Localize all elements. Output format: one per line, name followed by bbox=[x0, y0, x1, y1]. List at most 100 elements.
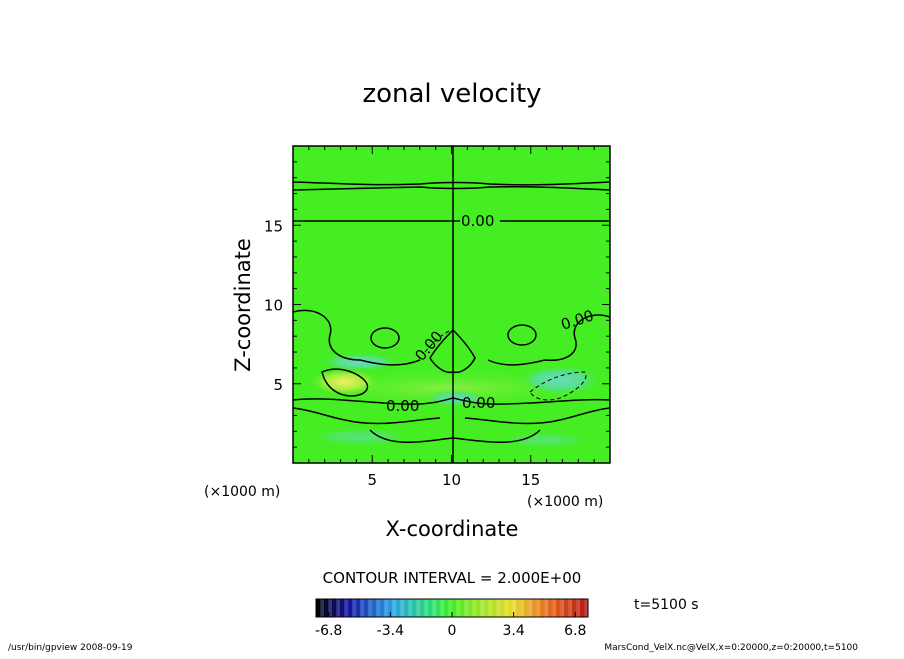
colorbar-cell bbox=[524, 599, 529, 617]
x-tick-label: 15 bbox=[521, 471, 540, 489]
chart-title: zonal velocity bbox=[362, 79, 541, 109]
contour-bottom-left bbox=[293, 407, 441, 425]
colorbar-cell bbox=[332, 599, 337, 617]
colorbar-cell bbox=[324, 599, 329, 617]
contour-top-band bbox=[293, 181, 610, 186]
time-text: t=5100 s bbox=[634, 597, 699, 613]
contour-right-lobe bbox=[487, 314, 610, 366]
colorbar-cell bbox=[444, 599, 449, 617]
contour-interval-text: CONTOUR INTERVAL = 2.000E+00 bbox=[323, 569, 582, 587]
colorbar-cell bbox=[340, 599, 345, 617]
colorbar-cell bbox=[480, 599, 485, 617]
contour-label-bg-1 bbox=[460, 211, 500, 229]
colorbar-tick-label: 3.4 bbox=[503, 623, 525, 639]
footer-left: /usr/bin/gpview 2008-09-19 bbox=[8, 643, 133, 653]
colorbar-cell bbox=[560, 599, 565, 617]
contour-bottom-right bbox=[464, 407, 610, 425]
y-axis-ticks: 5 10 15 bbox=[264, 161, 610, 448]
colorbar-cell bbox=[544, 599, 549, 617]
colorbar-cell bbox=[380, 599, 385, 617]
colorbar-cell bbox=[392, 599, 397, 617]
colorbar-cell bbox=[512, 599, 517, 617]
colorbar-cell bbox=[424, 599, 429, 617]
colorbar-cell bbox=[408, 599, 413, 617]
colorbar-cell bbox=[456, 599, 461, 617]
colorbar-cell bbox=[516, 599, 521, 617]
x-tick-label: 10 bbox=[442, 471, 461, 489]
colorbar-cell bbox=[344, 599, 349, 617]
colorbar-cell bbox=[492, 599, 497, 617]
contour-left-lobe bbox=[293, 309, 421, 366]
colorbar-cell bbox=[360, 599, 365, 617]
y-tick-label: 5 bbox=[273, 376, 283, 394]
colorbar-cell bbox=[440, 599, 445, 617]
contour-left-yellow-loop bbox=[321, 368, 369, 397]
field-blob-left-cyan bbox=[320, 353, 400, 371]
colorbar-cell bbox=[532, 599, 537, 617]
contour-label: 0.00 bbox=[461, 212, 494, 230]
contour-lines bbox=[293, 146, 610, 463]
colorbar-cell bbox=[528, 599, 533, 617]
colorbar-cell bbox=[576, 599, 581, 617]
colorbar-cell bbox=[548, 599, 553, 617]
colorbar-cell bbox=[316, 599, 321, 617]
colorbar-ticks: -6.8 -3.4 0 3.4 6.8 bbox=[315, 612, 586, 639]
y-tick-label: 15 bbox=[264, 217, 283, 235]
colorbar-cell bbox=[428, 599, 433, 617]
colorbar-cell bbox=[572, 599, 577, 617]
colorbar-cell bbox=[580, 599, 585, 617]
colorbar-tick-label: -6.8 bbox=[315, 623, 342, 639]
contour-top-band-lower bbox=[293, 185, 610, 191]
colorbar-cell bbox=[452, 599, 457, 617]
contour-dashed-right bbox=[529, 371, 587, 401]
colorbar-cell bbox=[396, 599, 401, 617]
x-axis-ticks: 5 10 15 bbox=[308, 146, 595, 489]
colorbar-cell bbox=[496, 599, 501, 617]
colorbar-cell bbox=[468, 599, 473, 617]
colorbar-cell bbox=[432, 599, 437, 617]
field-blob-lower-right-cyan bbox=[500, 432, 590, 448]
colorbar-cell bbox=[364, 599, 369, 617]
colorbar bbox=[316, 599, 589, 617]
colorbar-cell bbox=[400, 599, 405, 617]
contour-bottom-dome bbox=[369, 429, 541, 443]
colorbar-cell bbox=[464, 599, 469, 617]
colorbar-cell bbox=[460, 599, 465, 617]
x-axis-unit-right: (×1000 m) bbox=[527, 494, 603, 510]
colorbar-cell bbox=[564, 599, 569, 617]
colorbar-cell bbox=[568, 599, 573, 617]
colorbar-cell bbox=[320, 599, 325, 617]
colorbar-cell bbox=[388, 599, 393, 617]
colorbar-cell bbox=[416, 599, 421, 617]
colorbar-cell bbox=[368, 599, 373, 617]
contour-label: 0.00 bbox=[386, 397, 419, 415]
contour-right-eye bbox=[507, 324, 537, 346]
y-tick-label: 10 bbox=[264, 297, 283, 315]
y-axis-label: Z-coordinate bbox=[231, 238, 255, 372]
x-tick-label: 5 bbox=[367, 471, 377, 489]
field-blob-lower-cyan bbox=[310, 428, 410, 446]
x-axis-unit-left: (×1000 m) bbox=[204, 484, 280, 500]
colorbar-cell bbox=[436, 599, 441, 617]
colorbar-cell bbox=[504, 599, 509, 617]
colorbar-cell bbox=[412, 599, 417, 617]
colorbar-cell bbox=[520, 599, 525, 617]
contour-dashed bbox=[424, 329, 587, 401]
field-background bbox=[293, 146, 610, 463]
colorbar-cell bbox=[472, 599, 477, 617]
colorbar-cell bbox=[488, 599, 493, 617]
colorbar-cell bbox=[448, 599, 453, 617]
colorbar-cell bbox=[556, 599, 561, 617]
colorbar-cell bbox=[552, 599, 557, 617]
colorbar-cell bbox=[584, 599, 589, 617]
heatmap-field bbox=[293, 146, 610, 463]
colorbar-cell bbox=[348, 599, 353, 617]
contour-center-cluster bbox=[429, 328, 476, 374]
colorbar-tick-label: -3.4 bbox=[377, 623, 404, 639]
contour-dashed-center bbox=[424, 329, 453, 353]
colorbar-tick-label: 0 bbox=[448, 623, 457, 639]
contour-label: 0.00 bbox=[462, 394, 495, 412]
colorbar-cell bbox=[352, 599, 357, 617]
colorbar-cell bbox=[376, 599, 381, 617]
